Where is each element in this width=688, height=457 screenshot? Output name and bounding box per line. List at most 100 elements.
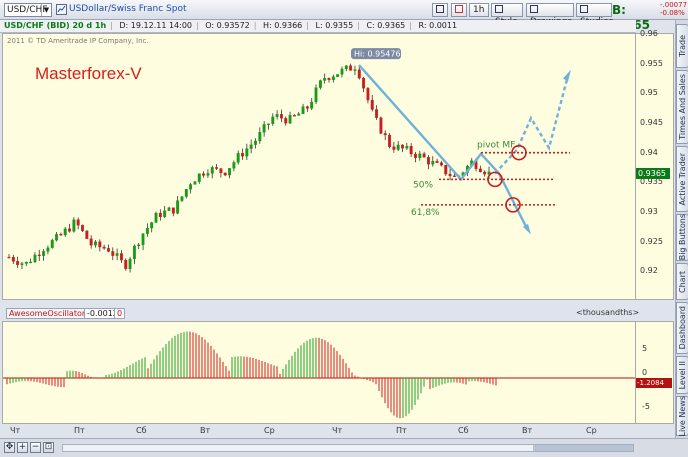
candle bbox=[206, 169, 210, 178]
pivot-label: pivot MF bbox=[477, 141, 515, 151]
flag-button[interactable] bbox=[451, 3, 467, 17]
candle bbox=[20, 262, 24, 269]
candle bbox=[375, 105, 379, 120]
candle bbox=[232, 160, 236, 172]
candle bbox=[405, 142, 409, 151]
candle bbox=[422, 151, 426, 158]
style-button[interactable]: Style bbox=[491, 3, 523, 27]
candle bbox=[167, 206, 171, 211]
time-axis[interactable]: Чт Пт Сб Вт Ср Чт Пт Сб Вт Ср bbox=[2, 424, 674, 438]
scrollbar-thumb[interactable] bbox=[533, 445, 633, 451]
fib50-circle[interactable] bbox=[487, 171, 503, 188]
candle bbox=[163, 206, 167, 219]
oscillator-name[interactable]: AwesomeOscillator bbox=[6, 308, 89, 319]
candle bbox=[33, 252, 37, 263]
candle bbox=[414, 151, 417, 163]
side-tab-trade[interactable]: Trade bbox=[676, 24, 688, 68]
fib618-circle[interactable] bbox=[505, 197, 521, 213]
price-axis[interactable]: 0.96 0.955 0.95 0.945 0.94 0.935 0.93 0.925 0.92… bbox=[636, 29, 674, 300]
side-tab-label: Trade bbox=[678, 35, 687, 57]
zoom-out-button[interactable]: − bbox=[30, 442, 41, 453]
change-absolute: -.00077 bbox=[660, 1, 688, 9]
side-tab-level-ii[interactable]: Level II bbox=[676, 356, 688, 394]
side-tab-active-trader[interactable]: Active Trader bbox=[676, 146, 688, 212]
instrument-icon bbox=[56, 4, 67, 15]
grid-icon bbox=[436, 5, 444, 13]
candle bbox=[158, 209, 162, 221]
price-tick: 0.95 bbox=[640, 88, 658, 98]
candle bbox=[323, 73, 327, 84]
hi-marker: Hi: 0.95476 bbox=[351, 48, 401, 60]
candle bbox=[150, 221, 154, 233]
chevron-down-icon[interactable]: ▼ bbox=[41, 4, 51, 16]
candle bbox=[180, 196, 184, 203]
price-chart[interactable]: Hi: 0.95476 pivot MF 50% 61,8% 2011 © TD Am… bbox=[2, 33, 636, 300]
candle bbox=[279, 109, 283, 123]
side-tab-live-news[interactable]: Live News bbox=[676, 396, 688, 436]
symbol-selector[interactable]: USD/CHF ▼ bbox=[4, 3, 52, 17]
osc-current-value: -1.2084 bbox=[636, 378, 672, 388]
fib618-label: 61,8% bbox=[411, 208, 440, 218]
candle bbox=[396, 141, 400, 152]
projection-lines[interactable] bbox=[358, 64, 571, 235]
pivot-circle[interactable] bbox=[511, 144, 527, 161]
candle bbox=[119, 250, 123, 264]
candle bbox=[128, 256, 132, 273]
candle bbox=[258, 127, 262, 144]
side-tab-dashboard[interactable]: Dashboard bbox=[676, 302, 688, 354]
bid-label: B: bbox=[612, 3, 626, 17]
pan-button[interactable]: ✥ bbox=[4, 442, 15, 453]
price-plot[interactable]: Hi: 0.95476 pivot MF 50% 61,8% bbox=[3, 34, 636, 300]
side-tab-times-and-sales[interactable]: Times And Sales bbox=[676, 70, 688, 144]
time-scrollbar[interactable] bbox=[62, 444, 634, 452]
candle bbox=[314, 84, 318, 105]
candle bbox=[236, 150, 240, 165]
candle bbox=[409, 143, 413, 157]
oscillator-chart[interactable] bbox=[2, 321, 636, 424]
candle bbox=[392, 141, 396, 153]
grid-layout-button[interactable] bbox=[432, 3, 448, 17]
current-price-marker: 0.9365 bbox=[636, 168, 670, 180]
candle bbox=[379, 116, 383, 135]
price-tick: 0.92 bbox=[640, 266, 658, 276]
side-tab-label: Times And Sales bbox=[678, 74, 687, 140]
osc-tick: -5 bbox=[642, 402, 650, 411]
osc-tick: 0 bbox=[642, 368, 648, 377]
flag-icon bbox=[455, 5, 463, 13]
candle bbox=[370, 94, 374, 112]
candle bbox=[219, 168, 223, 178]
candle bbox=[444, 164, 448, 176]
candle bbox=[68, 223, 71, 233]
candle bbox=[349, 63, 353, 71]
candle bbox=[176, 196, 180, 215]
side-tab-chart[interactable]: Chart bbox=[676, 263, 688, 300]
oscillator-plot[interactable] bbox=[3, 322, 636, 424]
studies-button[interactable]: Studies bbox=[576, 3, 613, 27]
candle bbox=[249, 139, 253, 154]
candle bbox=[448, 168, 452, 181]
side-tab-label: Active Trader bbox=[678, 152, 687, 206]
zoom-in-button[interactable]: + bbox=[17, 442, 28, 453]
candle bbox=[310, 98, 314, 111]
candle bbox=[331, 74, 335, 83]
chart-title: USD/CHF (BID) 20 d 1h bbox=[4, 21, 107, 30]
candle bbox=[111, 247, 115, 261]
candle bbox=[305, 105, 309, 112]
candle bbox=[197, 173, 201, 184]
candle bbox=[267, 123, 270, 130]
side-tab-big-buttons[interactable]: Big Buttons bbox=[676, 214, 688, 261]
candle bbox=[50, 238, 54, 249]
candle bbox=[383, 130, 387, 141]
drawings-button[interactable]: Drawings bbox=[526, 3, 574, 27]
candle bbox=[132, 244, 136, 265]
candle bbox=[98, 239, 102, 252]
candle bbox=[63, 226, 67, 237]
candle bbox=[483, 170, 487, 177]
time-tick: Сб bbox=[136, 426, 147, 435]
candle bbox=[254, 138, 257, 149]
candle bbox=[327, 77, 331, 83]
candle bbox=[318, 79, 322, 90]
zoom-fit-button[interactable]: ⊡ bbox=[43, 442, 54, 453]
price-tick: 0.925 bbox=[640, 236, 663, 246]
interval-selector[interactable]: 1h bbox=[469, 3, 489, 17]
